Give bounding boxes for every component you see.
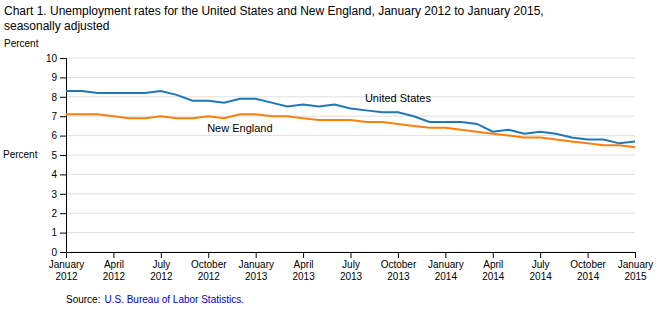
x-tick-mark xyxy=(303,252,304,258)
y-tick-label: 4 xyxy=(51,169,57,180)
y-tick-label: 10 xyxy=(46,53,58,64)
x-tick-mark xyxy=(493,252,494,258)
y-tick-mark xyxy=(60,233,66,234)
y-axis-title: Percent xyxy=(4,38,39,49)
y-tick-label: 8 xyxy=(51,92,57,103)
x-tick-label: January2012 xyxy=(49,259,85,282)
y-tick-mark xyxy=(60,252,66,253)
x-tick: January2013 xyxy=(238,252,274,282)
x-tick-label: April2013 xyxy=(292,259,315,282)
x-tick-label: October2014 xyxy=(570,259,606,282)
x-tick-label: July2014 xyxy=(530,259,553,282)
x-tick: July2013 xyxy=(340,252,363,282)
x-tick-label: January2013 xyxy=(238,259,274,282)
x-tick: October2014 xyxy=(570,252,606,282)
x-tick-mark xyxy=(113,252,114,258)
source: Source: U.S. Bureau of Labor Statistics. xyxy=(66,294,244,305)
y-tick: 1 xyxy=(51,227,66,238)
y-axis: 0 1 2 3 4 5 6 7 8 9 10 xyxy=(46,53,67,258)
y-tick: 6 xyxy=(51,130,66,141)
y-tick-mark xyxy=(60,58,66,59)
x-tick-mark xyxy=(635,252,636,258)
x-tick: October2013 xyxy=(381,252,417,282)
y-tick: 9 xyxy=(51,72,66,83)
grid-line xyxy=(66,77,635,78)
y-tick-mark xyxy=(60,136,66,137)
grid-line xyxy=(66,213,635,214)
grid-line xyxy=(66,174,635,175)
grid-line xyxy=(66,58,635,59)
y-tick-label: 3 xyxy=(51,189,57,200)
source-text: Source: xyxy=(66,294,100,305)
x-tick-label: July2012 xyxy=(150,259,173,282)
x-tick: January2015 xyxy=(618,252,654,282)
x-tick: July2012 xyxy=(150,252,173,282)
x-tick: April2012 xyxy=(103,252,126,282)
x-tick-mark xyxy=(398,252,399,258)
grid xyxy=(66,58,635,252)
x-tick-mark xyxy=(351,252,352,258)
y-tick: 3 xyxy=(51,189,66,200)
y-tick-label: 0 xyxy=(51,247,57,258)
grid-line xyxy=(66,193,635,194)
x-tick-mark xyxy=(256,252,257,258)
chart: Chart 1. Unemployment rates for the Unit… xyxy=(0,0,661,310)
x-tick-label: April2012 xyxy=(103,259,126,282)
y-tick: 7 xyxy=(51,111,66,122)
x-tick: January2014 xyxy=(428,252,464,282)
x-tick-label: January2015 xyxy=(618,259,654,282)
y-tick: 5 xyxy=(51,150,66,161)
x-axis-line xyxy=(67,253,636,259)
y-tick: 4 xyxy=(51,169,66,180)
grid-line xyxy=(66,232,635,233)
series-label: New England xyxy=(207,122,272,134)
x-tick-mark xyxy=(161,252,162,258)
y-tick-mark xyxy=(60,213,66,214)
grid-line xyxy=(66,155,635,156)
y-axis-line xyxy=(60,59,67,253)
y-tick-label: 7 xyxy=(51,111,57,122)
y-tick-label: 6 xyxy=(51,130,57,141)
x-tick: January2012 xyxy=(49,252,85,282)
y-tick-label: 1 xyxy=(51,227,57,238)
x-tick-mark xyxy=(445,252,446,258)
grid-line xyxy=(66,135,635,136)
x-tick: July2014 xyxy=(530,252,553,282)
x-tick-label: October2012 xyxy=(191,259,227,282)
x-tick-label: July2013 xyxy=(340,259,363,282)
x-tick-label: October2013 xyxy=(381,259,417,282)
y-tick-mark xyxy=(60,155,66,156)
series-line xyxy=(66,114,635,147)
y-tick-label: 5 xyxy=(51,150,57,161)
y-tick-mark xyxy=(60,194,66,195)
y-tick: 2 xyxy=(51,208,66,219)
y-tick-mark xyxy=(60,116,66,117)
y-tick-mark xyxy=(60,174,66,175)
source-link: U.S. Bureau of Labor Statistics. xyxy=(104,294,244,305)
x-tick-label: April2014 xyxy=(482,259,505,282)
y-tick: 10 xyxy=(46,53,66,64)
series-label: United States xyxy=(365,92,432,104)
y-tick-mark xyxy=(60,77,66,78)
x-axis: January2012 April2012 July2012 October2012 J… xyxy=(49,252,654,282)
y-tick-label: 9 xyxy=(51,72,57,83)
x-tick-mark xyxy=(208,252,209,258)
y-tick: 0 xyxy=(51,247,66,258)
lines xyxy=(66,91,635,147)
title: Chart 1. Unemployment rates for the Unit… xyxy=(4,4,544,33)
y-tick-mark xyxy=(60,97,66,98)
grid-line xyxy=(66,96,635,97)
x-tick-label: January2014 xyxy=(428,259,464,282)
x-tick: April2014 xyxy=(482,252,505,282)
x-tick-mark xyxy=(540,252,541,258)
x-tick: April2013 xyxy=(292,252,315,282)
y-tick-label: 2 xyxy=(51,208,57,219)
y-tick: 8 xyxy=(51,92,66,103)
y-axis-title: Percent xyxy=(3,149,38,160)
x-tick: October2012 xyxy=(191,252,227,282)
x-tick-mark xyxy=(66,252,67,258)
x-tick-mark xyxy=(588,252,589,258)
